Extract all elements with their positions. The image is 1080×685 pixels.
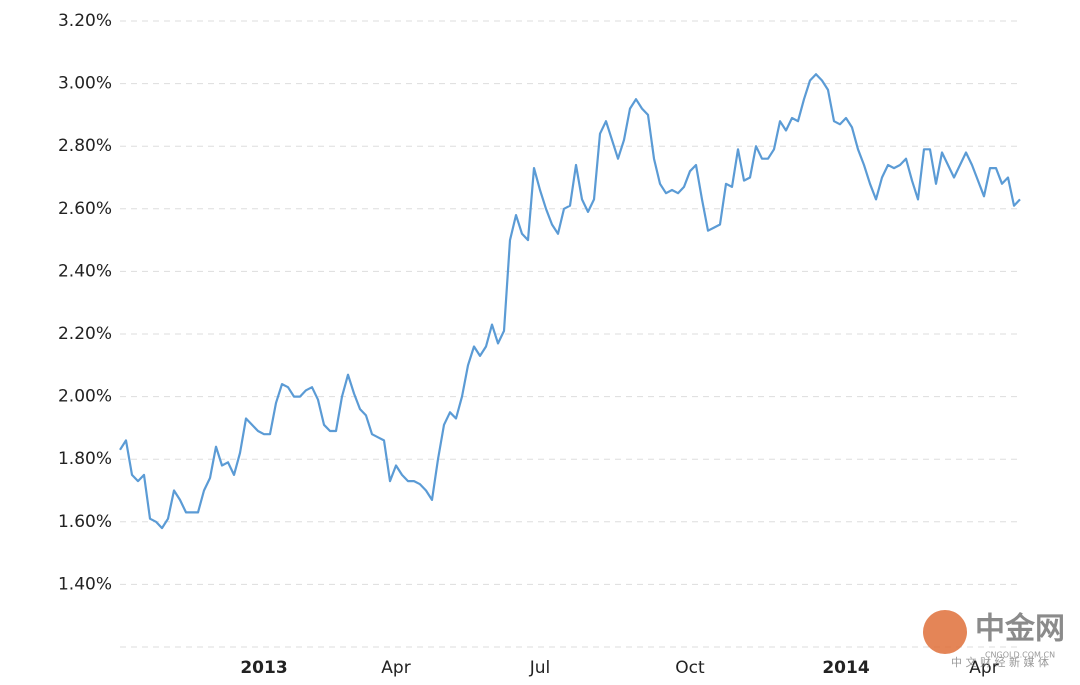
y-tick-label: 2.40% bbox=[58, 261, 112, 281]
y-tick-label: 1.80% bbox=[58, 449, 112, 469]
x-tick-label: 2014 bbox=[822, 658, 869, 678]
watermark-domain: CNGOLD.COM.CN bbox=[985, 651, 1055, 660]
x-tick-label: Oct bbox=[675, 658, 705, 678]
watermark-icon bbox=[923, 610, 967, 654]
y-tick-label: 2.00% bbox=[58, 387, 112, 407]
watermark-logo: 中金网 bbox=[975, 612, 1065, 647]
x-tick-label: 2013 bbox=[240, 658, 287, 678]
x-tick-label: Apr bbox=[381, 658, 410, 678]
y-tick-label: 3.20% bbox=[58, 11, 112, 31]
watermark: 中金网 CNGOLD.COM.CN 中 文 财 经 新 媒 体 bbox=[923, 610, 1065, 669]
y-tick-label: 2.80% bbox=[58, 136, 112, 156]
y-tick-label: 2.20% bbox=[58, 324, 112, 344]
watermark-tagline: 中 文 财 经 新 媒 体 bbox=[951, 655, 1049, 669]
x-tick-label: Apr bbox=[969, 658, 998, 678]
x-tick-label: Jul bbox=[529, 658, 551, 678]
y-tick-label: 2.60% bbox=[58, 199, 112, 219]
line-series bbox=[119, 73, 1021, 530]
y-tick-label: 1.40% bbox=[58, 574, 112, 594]
y-tick-label: 1.60% bbox=[58, 512, 112, 532]
plot: 1.40% 1.60% 1.80% 2.00% 2.20% 2.40% 2.60% 2.80%… bbox=[58, 11, 1021, 678]
y-tick-label: 3.00% bbox=[58, 74, 112, 94]
